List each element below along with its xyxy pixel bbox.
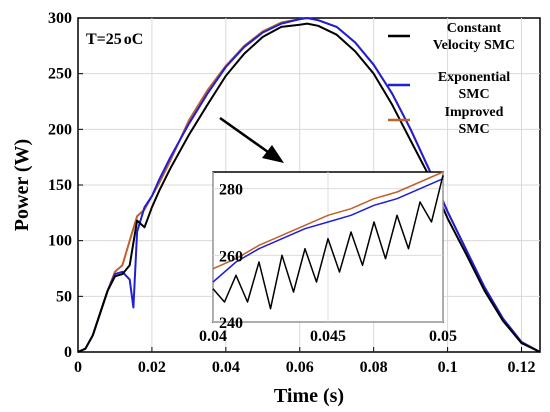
y-tick-label: 50 xyxy=(56,288,72,305)
temperature-annotation: T=25 oC xyxy=(86,31,143,48)
inset-x-tick-label: 0.045 xyxy=(310,328,346,345)
zoom-arrow xyxy=(219,116,284,163)
y-tick-label: 0 xyxy=(64,344,72,361)
inset-y-tick-label: 260 xyxy=(219,248,243,265)
x-tick-label: 0.1 xyxy=(438,359,458,376)
y-tick-label: 150 xyxy=(48,177,72,194)
axis-ticks: 0 0.02 0.04 0.06 0.08 0.1 0.12 0 50 100 150 200 250 3… xyxy=(48,10,536,376)
temperature-unit: oC xyxy=(124,31,144,48)
inset-series-line-1 xyxy=(212,178,444,283)
inset-y-tick-label: 280 xyxy=(219,182,243,199)
inset-x-tick-label: 0.04 xyxy=(199,328,227,345)
x-tick-label: 0.02 xyxy=(138,359,166,376)
legend-label: Velocity SMC xyxy=(433,38,515,53)
y-tick-label: 100 xyxy=(48,233,72,250)
y-tick-label: 250 xyxy=(48,66,72,83)
inset-axis-ticks: 0.04 0.045 0.05 240 260 280 xyxy=(199,182,457,345)
inset-series-line-2 xyxy=(212,171,444,270)
inset-series-line-0 xyxy=(212,175,444,310)
x-tick-label: 0.08 xyxy=(360,359,388,376)
x-tick-label: 0.12 xyxy=(508,359,536,376)
legend-label: Improved xyxy=(445,105,504,120)
legend-label: Exponential xyxy=(438,70,510,85)
y-tick-label: 200 xyxy=(48,121,72,138)
x-tick-label: 0 xyxy=(74,359,82,376)
temperature-value: T=25 xyxy=(86,31,122,48)
inset-series-group xyxy=(212,171,444,310)
y-tick-label: 300 xyxy=(48,10,72,27)
inset-y-tick-label: 240 xyxy=(219,315,243,332)
x-tick-label: 0.04 xyxy=(212,359,240,376)
legend: Constant Velocity SMC Exponential SMC Improv… xyxy=(388,21,515,137)
x-tick-label: 0.06 xyxy=(286,359,314,376)
legend-label: SMC xyxy=(458,87,489,102)
legend-label: Constant xyxy=(447,21,502,36)
inset-x-tick-label: 0.05 xyxy=(429,328,457,345)
y-axis-title: Power (W) xyxy=(11,139,33,231)
x-axis-title: Time (s) xyxy=(274,385,344,407)
legend-label: SMC xyxy=(458,122,489,137)
